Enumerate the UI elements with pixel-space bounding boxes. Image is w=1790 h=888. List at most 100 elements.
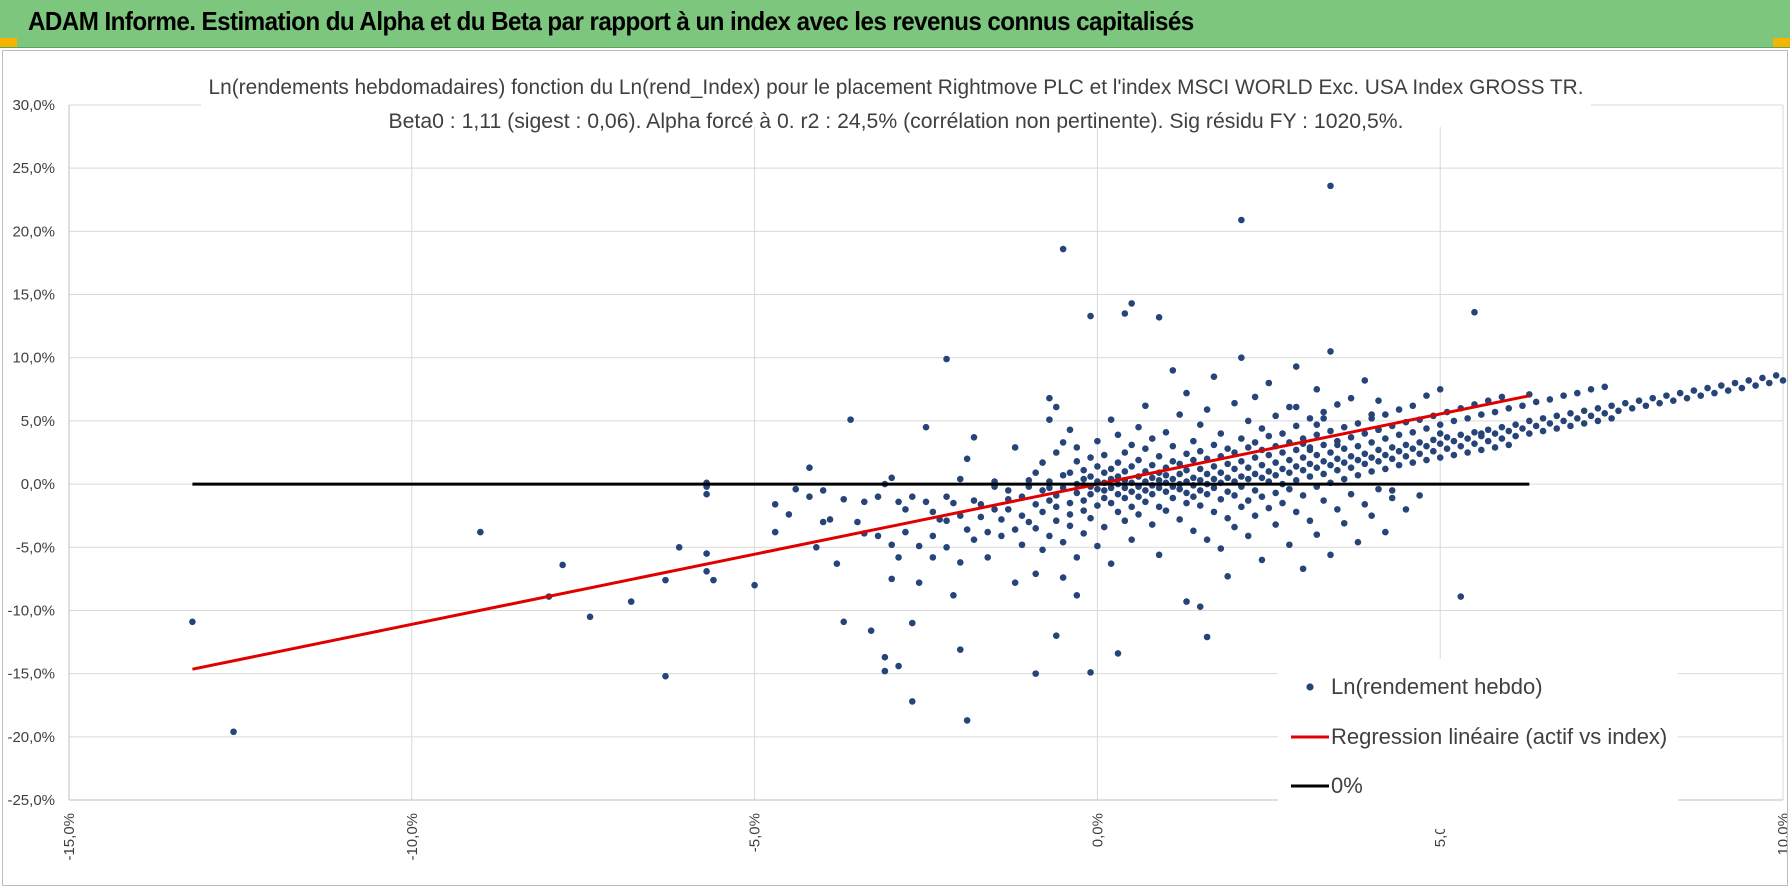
data-point <box>1292 446 1300 454</box>
data-point <box>1135 423 1142 431</box>
data-point <box>1148 474 1156 482</box>
data-point <box>1361 430 1369 437</box>
data-point <box>1375 446 1382 454</box>
data-point <box>1272 412 1279 420</box>
data-point <box>1279 499 1286 507</box>
data-point <box>1334 455 1341 463</box>
data-point <box>1519 425 1526 432</box>
data-point <box>1087 473 1094 480</box>
data-point <box>1464 449 1471 456</box>
data-point <box>1368 468 1375 475</box>
data-point <box>1313 386 1321 393</box>
data-point <box>1375 458 1382 465</box>
data-point <box>1347 464 1355 471</box>
y-tick-label: -20,0% <box>7 729 55 746</box>
y-tick-label: 25,0% <box>12 160 55 177</box>
legend-label-scatter: Ln(rendement hebdo) <box>1331 674 1543 699</box>
data-point <box>1265 451 1273 459</box>
data-point <box>1094 437 1101 445</box>
data-point <box>1306 460 1314 468</box>
data-point <box>1361 450 1369 458</box>
data-point <box>1368 411 1375 418</box>
data-point <box>819 518 827 526</box>
data-point <box>1128 503 1135 511</box>
data-point <box>1354 538 1362 546</box>
data-point <box>1320 441 1327 449</box>
data-point <box>1286 541 1293 549</box>
y-tick-label: -25,0% <box>7 792 55 809</box>
data-point <box>963 717 971 724</box>
data-point <box>881 653 889 661</box>
data-point <box>1032 570 1039 578</box>
data-point <box>1244 464 1252 471</box>
data-point <box>1368 439 1375 446</box>
data-point <box>902 528 909 536</box>
data-point <box>998 516 1005 523</box>
data-point <box>819 487 827 494</box>
data-point <box>1087 669 1094 676</box>
data-point <box>1190 493 1197 501</box>
data-point <box>1299 466 1307 474</box>
data-point <box>1388 487 1396 494</box>
data-point <box>1169 458 1177 465</box>
data-point <box>1100 487 1108 494</box>
data-point <box>943 493 950 501</box>
data-point <box>908 619 916 627</box>
data-point <box>1279 430 1286 437</box>
data-point <box>1231 492 1238 499</box>
data-point <box>847 416 854 423</box>
data-point <box>1148 435 1156 442</box>
data-point <box>1430 436 1437 444</box>
data-point <box>1066 499 1074 507</box>
data-point <box>1546 420 1554 427</box>
data-point <box>1313 421 1321 429</box>
data-point <box>1306 517 1314 525</box>
data-point <box>1196 487 1204 494</box>
data-point <box>1107 416 1115 423</box>
data-point <box>1491 444 1499 451</box>
data-point <box>1416 450 1423 458</box>
data-point <box>1224 460 1231 468</box>
data-point <box>1375 397 1382 404</box>
data-point <box>1066 522 1074 530</box>
data-point <box>1299 454 1307 461</box>
data-point <box>1142 402 1149 410</box>
data-point <box>1073 444 1081 451</box>
data-point <box>1567 422 1574 430</box>
legend-marker-scatter <box>1306 683 1314 691</box>
data-point <box>1100 523 1108 531</box>
data-point <box>1560 392 1567 399</box>
data-point <box>1238 503 1245 511</box>
data-point <box>675 543 683 551</box>
data-point <box>1032 501 1039 508</box>
data-point <box>1128 300 1135 307</box>
data-point <box>1107 499 1115 507</box>
data-point <box>929 554 937 561</box>
data-point <box>1347 434 1355 441</box>
data-point <box>1608 415 1615 422</box>
data-point <box>586 613 594 621</box>
data-point <box>1114 459 1122 466</box>
data-point <box>1539 427 1547 435</box>
data-point <box>1135 511 1142 518</box>
data-point <box>1121 517 1129 525</box>
data-point <box>854 518 861 526</box>
data-point <box>1395 406 1403 413</box>
data-point <box>833 560 841 567</box>
data-point <box>1094 485 1101 493</box>
x-tick-label: 0,0% <box>1089 813 1106 847</box>
data-point <box>1327 348 1334 355</box>
data-point <box>1231 465 1238 473</box>
data-point <box>1574 389 1581 397</box>
data-point <box>703 550 710 557</box>
data-point <box>1409 402 1417 410</box>
data-point <box>792 485 800 493</box>
data-point <box>908 493 916 501</box>
data-point <box>1183 466 1190 474</box>
data-point <box>1169 475 1177 483</box>
data-point <box>1073 458 1081 465</box>
data-point <box>888 575 896 583</box>
data-point <box>1135 456 1142 464</box>
data-point <box>1265 432 1273 440</box>
data-point <box>1142 445 1149 453</box>
